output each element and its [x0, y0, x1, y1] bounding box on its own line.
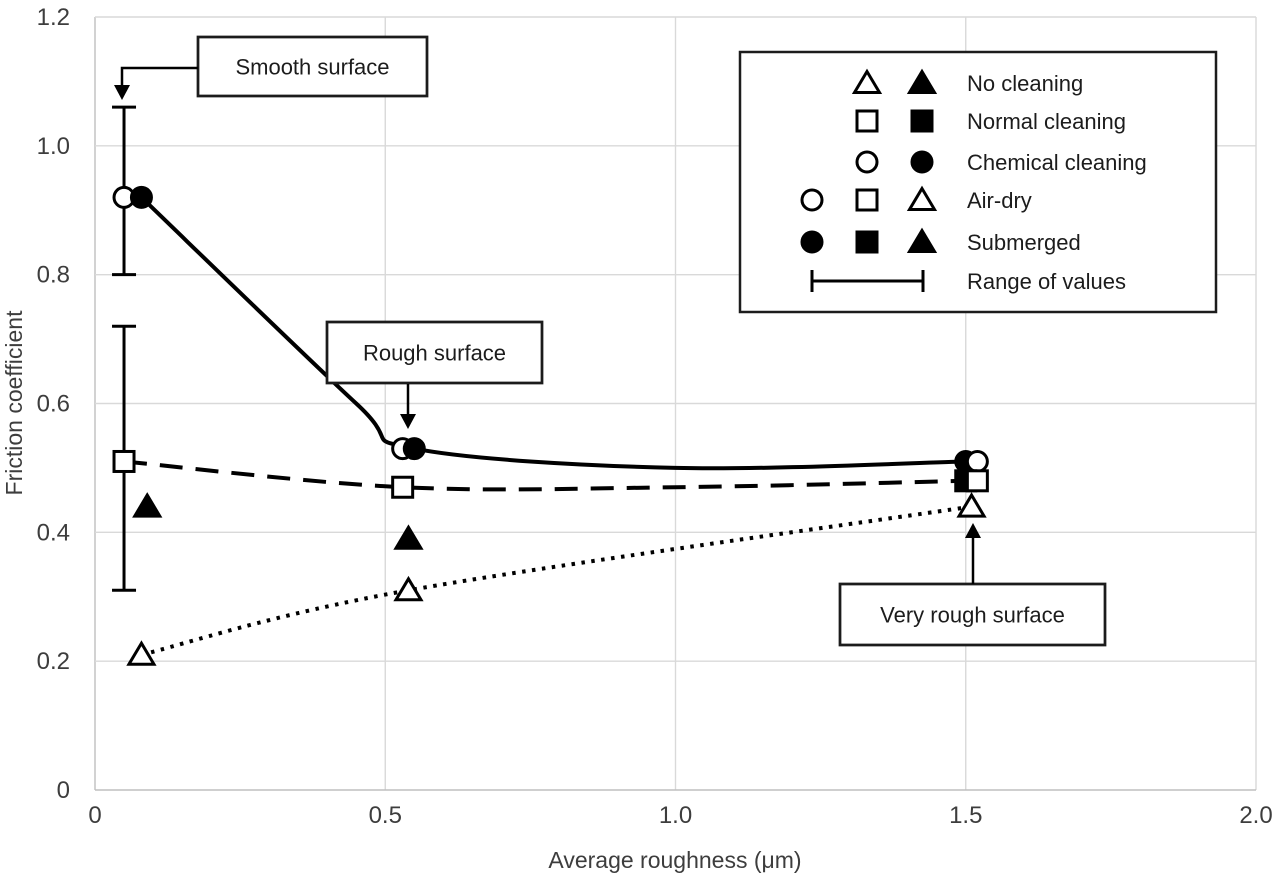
x-axis-title: Average roughness (μm) — [548, 847, 801, 873]
legend-label-chemical-cleaning: Chemical cleaning — [967, 150, 1147, 175]
legend-marker-square-filled — [910, 109, 934, 133]
annotation-box — [325, 320, 544, 385]
annotation-very-rough-surface: Very rough surface — [838, 582, 1107, 647]
legend-marker-circle-filled — [800, 230, 824, 254]
legend-marker-triangle-filled — [906, 227, 938, 253]
data-point-circle-open — [965, 449, 989, 473]
legend-marker-circle-open — [800, 188, 824, 212]
annotation-arrow-head — [114, 85, 130, 100]
annotation-rough-surface: Rough surface — [325, 320, 544, 385]
plot-grid-layer: 0 0.5 1.0 1.5 2.0 0 0.2 0.4 0.6 0.8 1.0 1.2 — [37, 4, 1273, 829]
annotation-label: Smooth surface — [235, 55, 389, 80]
series-line-dotted — [140, 504, 972, 657]
x-tick-label: 0 — [88, 802, 101, 829]
legend-marker-triangle-open — [906, 185, 938, 211]
legend-box — [738, 50, 1218, 314]
legend-marker-square-filled — [855, 230, 879, 254]
data-point-triangle-filled — [393, 524, 424, 550]
data-point-square-open — [391, 475, 415, 499]
legend-marker-square-open — [855, 188, 879, 212]
y-tick-label: 0 — [57, 777, 70, 804]
y-tick-label: 1.0 — [37, 133, 70, 160]
y-tick-label: 1.2 — [37, 4, 70, 31]
legend-label-normal-cleaning: Normal cleaning — [967, 109, 1126, 134]
legend-label-air-dry: Air-dry — [967, 188, 1032, 213]
legend-marker-triangle-filled — [906, 68, 938, 94]
y-axis-title: Friction coefficient — [1, 310, 27, 496]
data-point-circle-filled — [129, 185, 153, 209]
data-point-triangle-filled — [132, 492, 163, 518]
annotation-label: Rough surface — [363, 341, 506, 366]
legend-marker-circle-filled — [910, 150, 934, 174]
legend-label-no-cleaning: No cleaning — [967, 71, 1083, 96]
annotation-label: Very rough surface — [880, 603, 1065, 628]
y-tick-label: 0.6 — [37, 391, 70, 418]
legend-label-range-of-values: Range of values — [967, 269, 1126, 294]
legend-marker-square-open — [855, 109, 879, 133]
data-point-triangle-open — [126, 640, 157, 666]
y-tick-label: 0.8 — [37, 262, 70, 289]
x-tick-label: 1.5 — [949, 802, 982, 829]
annotation-arrow-head — [965, 523, 981, 538]
y-tick-label: 0.4 — [37, 519, 70, 546]
x-tick-label: 2.0 — [1239, 802, 1272, 829]
legend: No cleaning Normal cleaning Chemical cle… — [738, 50, 1218, 314]
annotation-box — [196, 35, 429, 98]
data-point-circle-filled — [402, 437, 426, 461]
series-line-dashed — [123, 459, 966, 492]
overlay-layer — [114, 66, 981, 584]
annotation-arrow-head — [400, 414, 416, 429]
annotation-box — [838, 582, 1107, 647]
legend-marker-triangle-open — [851, 68, 883, 94]
legend-marker-circle-open — [855, 150, 879, 174]
y-tick-label: 0.2 — [37, 648, 70, 675]
data-point-square-open — [112, 449, 136, 473]
plot-data-layer — [112, 105, 989, 666]
data-point-square-open — [965, 469, 989, 493]
data-point-triangle-open — [956, 492, 987, 518]
legend-label-submerged: Submerged — [967, 230, 1081, 255]
data-point-triangle-open — [393, 575, 424, 602]
x-tick-label: 0.5 — [369, 802, 402, 829]
annotation-arrow-line — [120, 66, 198, 85]
annotation-smooth-surface: Smooth surface — [196, 35, 429, 98]
x-tick-label: 1.0 — [659, 802, 692, 829]
